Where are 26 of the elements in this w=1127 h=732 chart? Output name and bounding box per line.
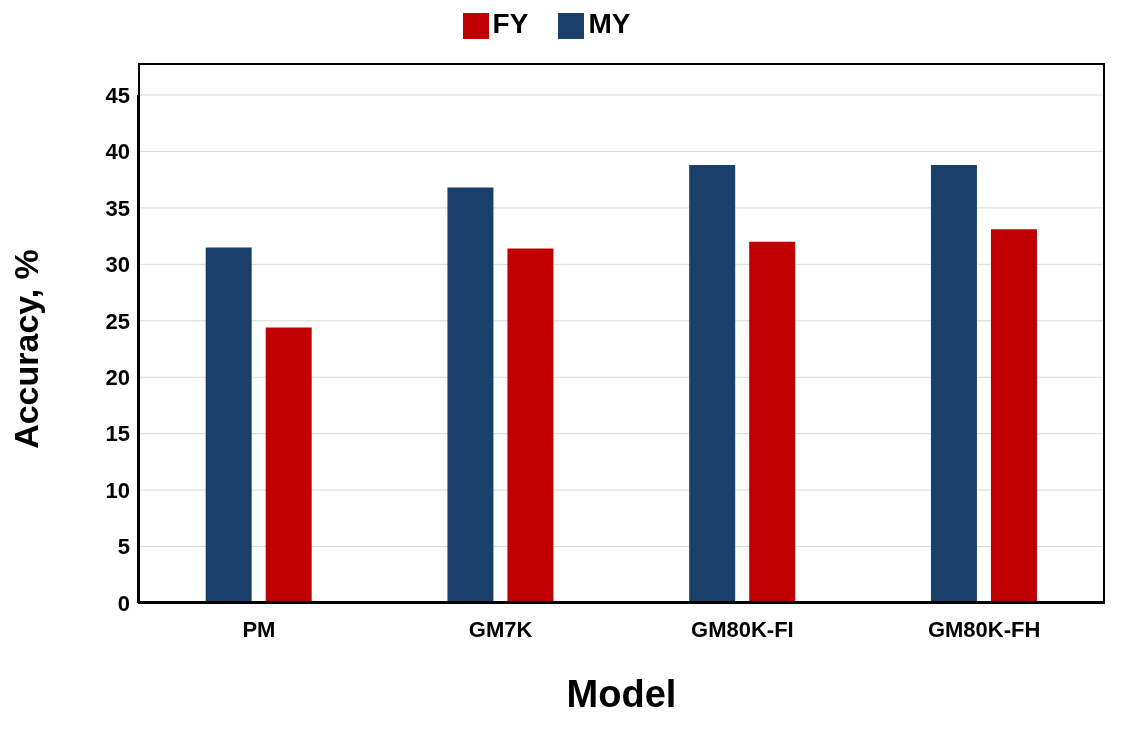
bar: [930, 164, 977, 603]
bar: [447, 187, 494, 603]
legend-label: MY: [588, 8, 631, 39]
x-tick-label: GM7K: [468, 616, 533, 642]
y-tick-label: 15: [105, 421, 130, 447]
y-tick-label: 40: [105, 139, 130, 165]
y-tick-label: 20: [105, 365, 130, 391]
y-tick-label: 35: [105, 195, 130, 221]
y-tick-label: 5: [117, 534, 130, 560]
bar: [507, 248, 554, 603]
bar: [689, 164, 736, 603]
y-tick-label: 0: [117, 590, 130, 616]
bar: [205, 247, 252, 603]
x-axis-title: Model: [566, 673, 677, 715]
legend-label: FY: [492, 8, 529, 39]
y-tick-label: 10: [105, 477, 130, 503]
y-tick-label: 30: [105, 252, 130, 278]
bar: [749, 241, 796, 603]
y-tick-label: 45: [105, 82, 130, 108]
x-tick-label: PM: [242, 616, 276, 642]
y-tick-label: 25: [105, 308, 130, 334]
bar: [990, 229, 1037, 603]
y-axis-title: Accuracy, %: [7, 249, 46, 449]
x-tick-label: GM80K-FH: [927, 616, 1041, 642]
x-tick-label: GM80K-FI: [691, 616, 794, 642]
bar: [265, 327, 312, 603]
